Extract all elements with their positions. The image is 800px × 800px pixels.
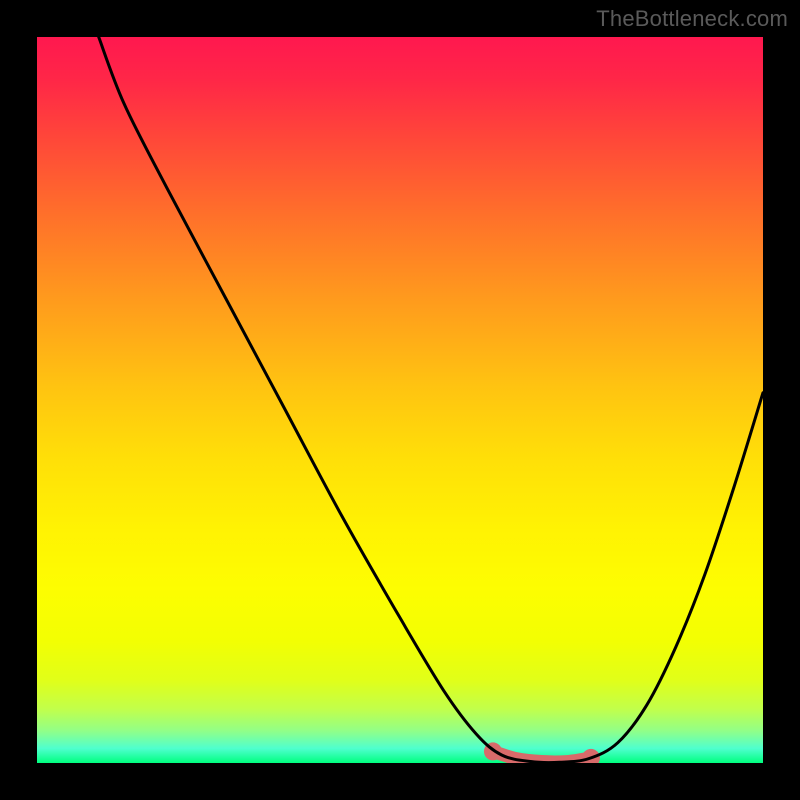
chart-frame: TheBottleneck.com: [0, 0, 800, 800]
chart-svg: [37, 37, 763, 763]
watermark-text: TheBottleneck.com: [596, 6, 788, 32]
plot-area: [37, 37, 763, 763]
